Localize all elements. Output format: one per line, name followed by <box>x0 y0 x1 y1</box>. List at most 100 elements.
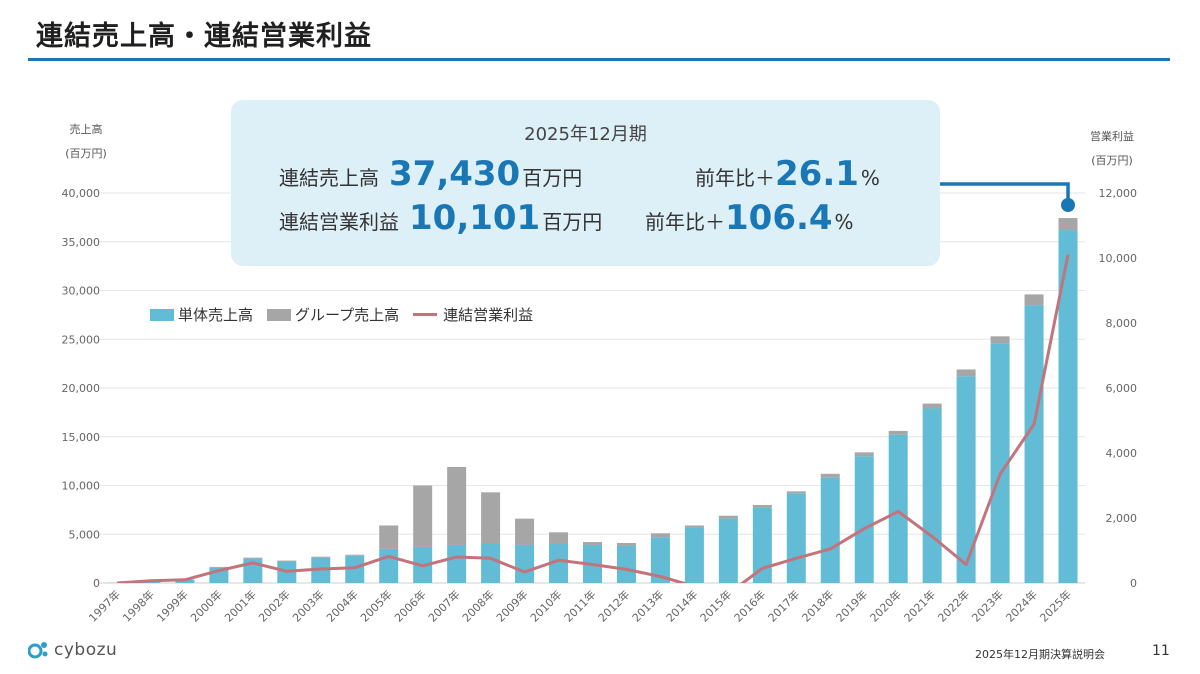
bar-standalone <box>854 456 874 583</box>
x-tick-label: 2002年 <box>255 587 292 624</box>
y-right-tick-label: 8,000 <box>1106 317 1138 330</box>
y-left-tick-label: 10,000 <box>62 480 101 493</box>
legend-swatch-group <box>267 308 292 321</box>
bar-standalone <box>718 518 738 583</box>
callout-op-unit: 百万円 <box>542 210 603 234</box>
bar-standalone <box>345 555 365 583</box>
x-tick-label: 2021年 <box>901 587 938 624</box>
y-left-tick-label: 15,000 <box>62 431 101 444</box>
bar-standalone <box>1024 305 1044 583</box>
callout-sales-row: 連結売上高 37,430 百万円 前年比＋ 26.1 % <box>279 154 880 194</box>
bar-standalone <box>1058 230 1078 584</box>
x-tick-label: 2015年 <box>697 587 734 624</box>
legend-swatch-profit <box>413 313 438 316</box>
x-tick-label: 2003年 <box>289 587 326 624</box>
y-right-tick-label: 6,000 <box>1106 382 1138 395</box>
bar-standalone <box>379 548 399 583</box>
bar-standalone <box>786 493 806 583</box>
results-callout: 2025年12月期 連結売上高 37,430 百万円 前年比＋ 26.1 % 連… <box>231 100 940 266</box>
x-tick-label: 2024年 <box>1003 587 1040 624</box>
x-tick-label: 1999年 <box>154 587 191 624</box>
bar-group <box>752 505 772 508</box>
callout-op-yoy-label: 前年比＋ <box>645 210 725 234</box>
bar-group <box>1024 294 1044 306</box>
bar-standalone <box>650 537 670 583</box>
callout-op-row: 連結営業利益 10,101 百万円 前年比＋ 106.4 % <box>279 198 854 238</box>
callout-sales-yoy-unit: % <box>860 166 880 190</box>
callout-connector-line <box>940 182 1070 200</box>
page-title: 連結売上高・連結営業利益 <box>36 21 372 52</box>
left-axis-unit: (百万円) <box>65 147 107 160</box>
legend-item-group: グループ売上高 <box>267 304 399 325</box>
callout-op-value: 10,101 <box>409 198 541 238</box>
chart-legend: 単体売上高 グループ売上高 連結営業利益 <box>150 304 547 325</box>
x-tick-label: 2010年 <box>527 587 564 624</box>
bar-group <box>684 525 704 528</box>
title-divider <box>28 58 1170 61</box>
legend-swatch-standalone <box>150 308 174 321</box>
bar-group <box>311 556 331 558</box>
left-axis-title: 売上高 <box>70 122 103 136</box>
x-tick-label: 2005年 <box>357 587 394 624</box>
x-tick-label: 2017年 <box>765 587 802 624</box>
bar-standalone <box>684 527 704 583</box>
x-tick-label: 2025年 <box>1037 587 1074 624</box>
legend-label-group: グループ売上高 <box>295 306 400 324</box>
bar-standalone <box>616 545 636 583</box>
y-right-tick-label: 0 <box>1130 577 1137 590</box>
callout-sales-value: 37,430 <box>389 154 521 194</box>
chart-axis-titles: 売上高 (百万円) 営業利益 (百万円) <box>65 122 1134 167</box>
x-tick-label: 2008年 <box>459 587 496 624</box>
bar-group <box>447 466 467 545</box>
bar-group <box>345 554 365 556</box>
x-tick-label: 2001年 <box>221 587 258 624</box>
x-tick-label: 2006年 <box>391 587 428 624</box>
x-tick-label: 2004年 <box>323 587 360 624</box>
y-right-tick-label: 2,000 <box>1106 512 1138 525</box>
x-tick-label: 1998年 <box>120 587 157 624</box>
x-tick-label: 2007年 <box>425 587 462 624</box>
x-tick-label: 2016年 <box>731 587 768 624</box>
x-tick-label: 2019年 <box>833 587 870 624</box>
bar-standalone <box>447 544 467 583</box>
right-axis-unit: (百万円) <box>1091 154 1133 167</box>
x-tick-label: 2012年 <box>595 587 632 624</box>
bar-group <box>413 485 433 547</box>
bar-group <box>583 542 602 545</box>
bar-group <box>1058 218 1078 231</box>
bar-group <box>481 492 501 544</box>
bar-group <box>243 557 263 559</box>
bar-group <box>650 533 670 538</box>
bar-standalone <box>888 434 908 583</box>
callout-connector <box>940 182 1076 212</box>
x-tick-label: 2013年 <box>629 587 666 624</box>
bar-group <box>820 473 840 478</box>
cybozu-logo-icon <box>28 642 48 659</box>
bar-group <box>209 566 229 568</box>
bar-group <box>922 403 942 409</box>
callout-op-yoy-unit: % <box>834 210 854 234</box>
legend-item-standalone: 単体売上高 <box>150 304 253 325</box>
x-tick-label: 2022年 <box>935 587 972 624</box>
bar-group <box>888 430 908 435</box>
bar-group <box>990 336 1010 344</box>
x-tick-label: 1997年 <box>86 587 123 624</box>
legend-item-profit: 連結営業利益 <box>413 304 533 325</box>
x-tick-label: 2020年 <box>867 587 904 624</box>
callout-sales-yoy: 前年比＋ 26.1 % <box>695 154 880 194</box>
y-left-tick-label: 30,000 <box>62 285 101 298</box>
callout-sales-yoy-label: 前年比＋ <box>695 166 775 190</box>
bar-standalone <box>549 544 569 583</box>
callout-sales-yoy-value: 26.1 <box>775 154 859 194</box>
x-tick-label: 2011年 <box>561 587 598 624</box>
right-axis-title: 営業利益 <box>1090 129 1134 143</box>
y-left-tick-label: 40,000 <box>62 187 101 200</box>
cybozu-logo-text: cybozu <box>54 640 118 660</box>
bar-group <box>277 560 297 562</box>
bar-group <box>718 515 738 519</box>
bar-group <box>854 452 874 457</box>
profit-line <box>116 254 1070 583</box>
chart-profit-line <box>116 254 1070 583</box>
bar-standalone <box>481 544 501 583</box>
x-tick-label: 2018年 <box>799 587 836 624</box>
